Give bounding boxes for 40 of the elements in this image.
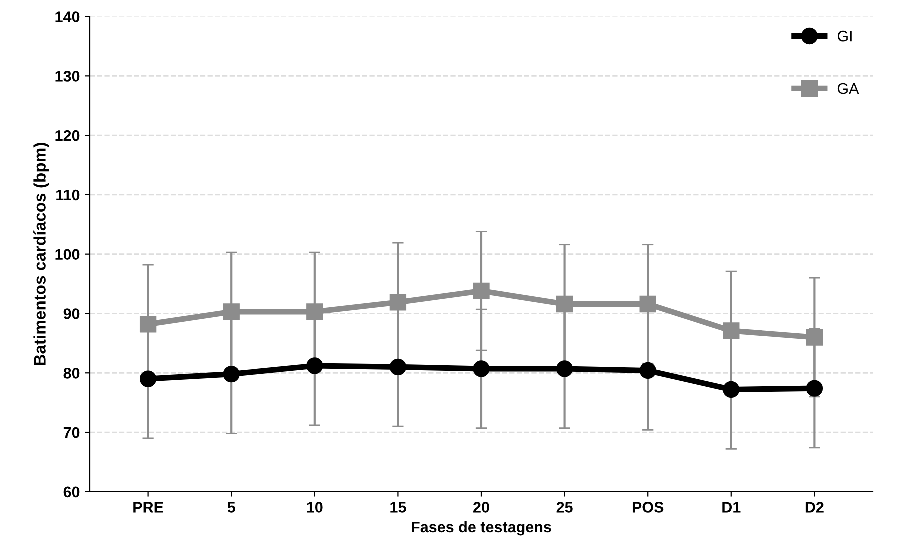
y-tick-label: 70 <box>64 427 80 438</box>
x-tick-label: 25 <box>556 502 573 513</box>
x-tick-label: 15 <box>390 502 406 513</box>
point <box>806 380 824 397</box>
point <box>723 322 740 340</box>
point <box>306 304 324 320</box>
point <box>723 381 740 398</box>
y-tick-label: 80 <box>64 368 80 379</box>
y-tick-label: 100 <box>56 249 80 260</box>
x-tick-label: D2 <box>806 502 824 513</box>
point <box>473 282 490 300</box>
legend-label: GI <box>838 30 852 42</box>
y-axis-title: Batimentos cardíacos (bpm) <box>34 143 50 366</box>
y-tick-label: 140 <box>56 12 80 22</box>
point <box>473 360 490 378</box>
point <box>140 316 157 333</box>
point <box>223 304 240 320</box>
x-tick-label: 10 <box>307 502 323 513</box>
point <box>640 362 656 380</box>
y-tick-label: 130 <box>56 71 80 82</box>
y-tick-label: 120 <box>56 130 80 142</box>
point <box>806 329 824 346</box>
point <box>223 366 240 383</box>
x-tick-label: 20 <box>474 502 490 513</box>
point <box>140 370 157 388</box>
x-tick-label: PRE <box>134 502 164 513</box>
legend-label: GA <box>838 83 860 94</box>
point <box>306 358 324 374</box>
point <box>390 358 407 376</box>
x-tick-label: 5 <box>228 502 236 513</box>
x-axis-title: Fases de testagens <box>412 521 552 536</box>
point <box>556 360 574 378</box>
x-tick-label: D1 <box>722 502 741 513</box>
y-tick-label: 110 <box>56 190 80 201</box>
x-tick-label: POS <box>632 502 664 513</box>
point <box>390 294 407 311</box>
point <box>640 296 656 313</box>
y-tick-label: 60 <box>64 486 80 498</box>
point <box>556 296 574 313</box>
y-tick-label: 90 <box>64 308 80 320</box>
